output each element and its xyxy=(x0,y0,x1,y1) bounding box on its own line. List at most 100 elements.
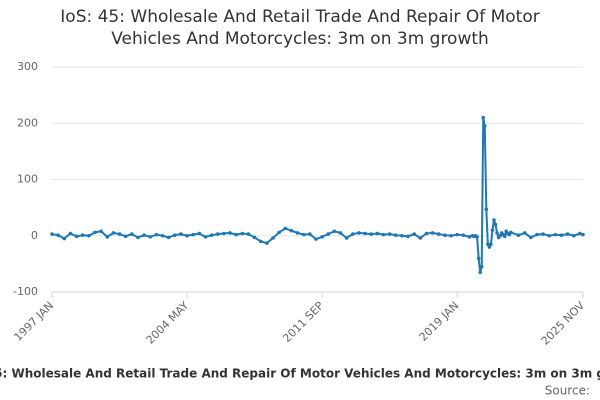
point xyxy=(271,236,275,240)
point xyxy=(547,233,552,238)
point xyxy=(87,233,91,238)
point xyxy=(350,232,355,236)
point xyxy=(197,231,202,236)
x-tick-label: 2004 MAY xyxy=(144,299,192,347)
point xyxy=(369,232,374,236)
point xyxy=(455,232,459,237)
x-tick-label: 2025 NOV xyxy=(539,299,588,348)
point xyxy=(99,229,103,234)
source: Source: xyxy=(545,384,590,398)
point xyxy=(481,115,486,120)
point xyxy=(80,233,85,237)
point xyxy=(234,232,238,237)
point xyxy=(578,231,582,236)
point xyxy=(295,231,300,235)
point xyxy=(222,231,226,236)
point xyxy=(498,233,502,238)
point xyxy=(487,245,492,249)
point xyxy=(172,233,177,237)
point xyxy=(301,232,306,237)
point xyxy=(449,233,453,238)
point xyxy=(117,232,122,236)
point xyxy=(424,231,429,236)
point xyxy=(326,232,331,236)
point xyxy=(461,233,466,237)
point xyxy=(160,233,165,238)
x-tick-label: 2019 JAN xyxy=(417,299,462,344)
point xyxy=(179,232,183,236)
point xyxy=(553,232,558,237)
point xyxy=(203,235,208,239)
point xyxy=(490,228,495,232)
point xyxy=(283,226,288,231)
point xyxy=(136,235,140,240)
point xyxy=(154,232,159,237)
point xyxy=(482,124,487,128)
point xyxy=(406,234,410,239)
point xyxy=(479,264,484,269)
point xyxy=(493,222,498,227)
point xyxy=(509,230,513,235)
point xyxy=(443,233,447,237)
point xyxy=(467,235,472,239)
point xyxy=(228,231,232,235)
point xyxy=(400,233,404,238)
point xyxy=(559,233,564,237)
point xyxy=(535,232,539,237)
point xyxy=(375,231,380,236)
point xyxy=(436,232,441,236)
series-line xyxy=(51,117,584,273)
point xyxy=(289,228,294,233)
footer-title: IoS: 45: Wholesale And Retail Trade And … xyxy=(0,367,600,381)
x-tick-label: 2011 SEP xyxy=(280,299,326,345)
point xyxy=(363,231,367,236)
y-tick-label: 200 xyxy=(17,116,38,129)
point xyxy=(571,233,576,238)
point xyxy=(489,242,493,246)
point xyxy=(381,232,386,237)
chart-title: IoS: 45: Wholesale And Retail Trade And … xyxy=(60,7,540,49)
point xyxy=(185,233,189,238)
point xyxy=(246,232,251,236)
point xyxy=(277,230,281,235)
point xyxy=(357,231,361,235)
point xyxy=(522,231,527,235)
point xyxy=(475,235,479,239)
point xyxy=(111,231,116,235)
point xyxy=(478,270,482,275)
point xyxy=(314,237,318,241)
point xyxy=(565,232,570,236)
point xyxy=(320,235,324,239)
point xyxy=(430,231,435,235)
point xyxy=(265,241,269,245)
point xyxy=(338,231,343,235)
point xyxy=(74,234,79,239)
point xyxy=(486,242,490,246)
point xyxy=(68,231,73,236)
point xyxy=(148,235,153,239)
point xyxy=(62,236,67,241)
point xyxy=(191,232,195,237)
point xyxy=(56,233,60,237)
point xyxy=(93,230,97,235)
point xyxy=(142,233,146,237)
point xyxy=(393,233,398,237)
point xyxy=(240,231,245,236)
point xyxy=(484,207,489,212)
point xyxy=(130,232,134,236)
point xyxy=(308,232,312,236)
point xyxy=(492,218,496,222)
point xyxy=(541,232,545,236)
point xyxy=(476,256,481,261)
x-tick-label: 1997 JAN xyxy=(11,299,56,344)
point xyxy=(332,229,337,234)
y-tick-label: 100 xyxy=(17,173,38,186)
y-tick-label: 0 xyxy=(31,229,38,242)
y-tick-label: 300 xyxy=(17,60,38,73)
point xyxy=(123,234,128,239)
point xyxy=(50,232,54,236)
point xyxy=(252,235,257,240)
point xyxy=(344,236,349,240)
